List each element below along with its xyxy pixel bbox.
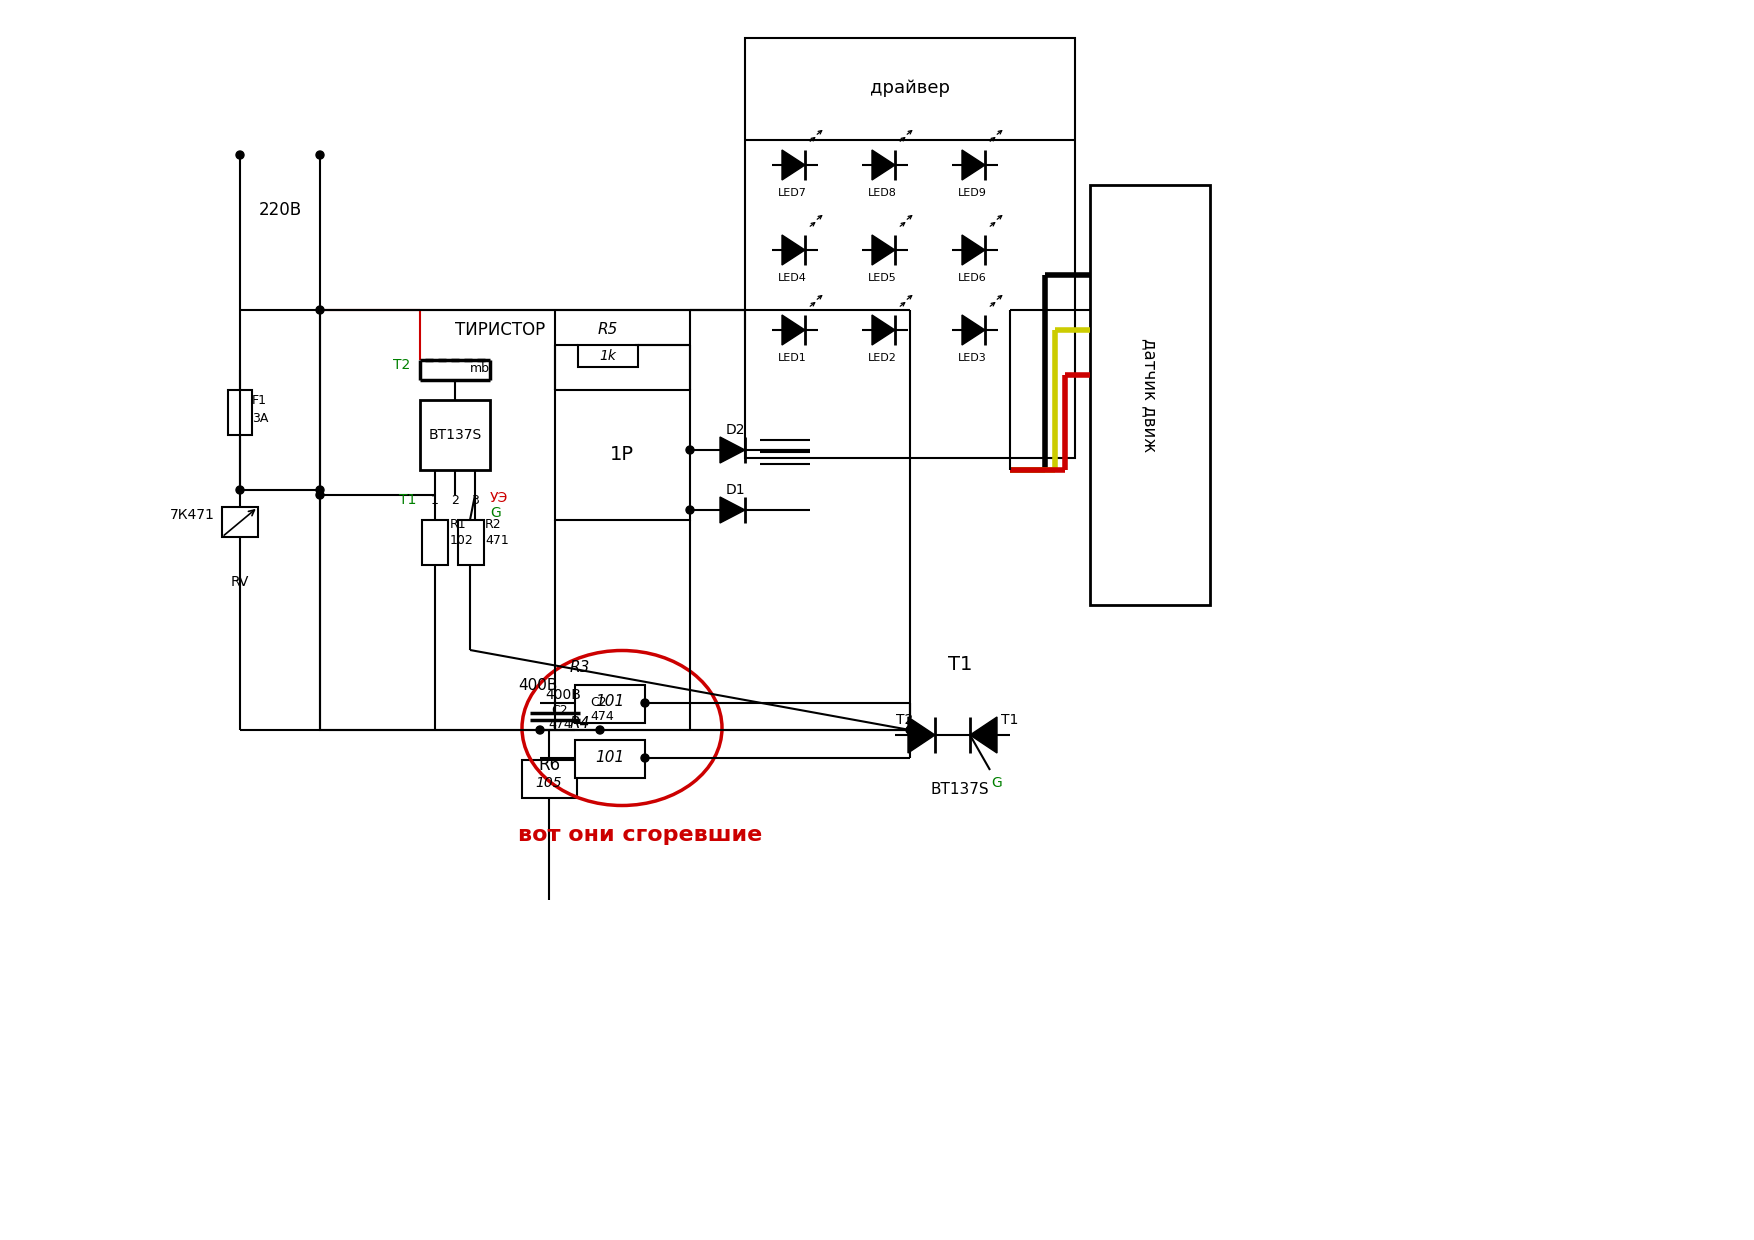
Bar [579, 345, 638, 367]
Circle shape [237, 486, 244, 494]
Text: ТИРИСТОР: ТИРИСТОР [454, 321, 545, 339]
Text: D1: D1 [724, 484, 745, 497]
Bar [423, 520, 447, 565]
Text: 474: 474 [547, 718, 572, 732]
Polygon shape [872, 236, 895, 265]
Circle shape [316, 151, 324, 159]
Text: LED4: LED4 [777, 273, 807, 283]
Circle shape [640, 699, 649, 707]
Text: R2: R2 [486, 518, 502, 532]
Text: G: G [991, 776, 1002, 790]
Text: T1: T1 [398, 494, 416, 507]
Text: LED5: LED5 [868, 273, 896, 283]
Bar [745, 38, 1075, 458]
Bar [319, 310, 910, 730]
Text: LED3: LED3 [958, 353, 986, 363]
Text: mb: mb [470, 362, 489, 374]
Text: 474: 474 [589, 711, 614, 723]
Text: F1: F1 [253, 393, 267, 407]
Text: вот они сгоревшие: вот они сгоревшие [517, 825, 763, 844]
Polygon shape [719, 497, 745, 523]
Bar [575, 684, 645, 723]
Text: 7К471: 7К471 [170, 508, 216, 522]
Circle shape [686, 446, 695, 454]
Circle shape [237, 151, 244, 159]
Polygon shape [970, 717, 996, 753]
Bar [1089, 185, 1210, 605]
Polygon shape [909, 717, 935, 753]
Polygon shape [782, 150, 805, 180]
Text: T2: T2 [896, 713, 914, 727]
Circle shape [316, 306, 324, 314]
Polygon shape [782, 236, 805, 265]
Circle shape [640, 754, 649, 763]
Text: драйвер: драйвер [870, 79, 951, 97]
Circle shape [907, 725, 914, 734]
Circle shape [316, 486, 324, 494]
Text: 3: 3 [472, 494, 479, 506]
Text: 2: 2 [451, 494, 460, 506]
Text: R4: R4 [570, 715, 591, 730]
Bar [223, 507, 258, 537]
Circle shape [537, 725, 544, 734]
Bar [554, 391, 689, 520]
Polygon shape [961, 236, 986, 265]
Polygon shape [719, 436, 745, 463]
Text: 105: 105 [535, 776, 563, 790]
Text: R6: R6 [538, 756, 560, 774]
Circle shape [316, 491, 324, 498]
Text: 3А: 3А [253, 412, 268, 424]
Text: T1: T1 [947, 656, 972, 675]
Polygon shape [782, 315, 805, 345]
Text: 101: 101 [595, 694, 624, 709]
Bar [419, 401, 489, 470]
Text: LED6: LED6 [958, 273, 986, 283]
Polygon shape [961, 150, 986, 180]
Text: 101: 101 [595, 749, 624, 765]
Text: C2: C2 [589, 697, 607, 709]
Text: 400В: 400В [545, 688, 581, 702]
Text: RV: RV [232, 575, 249, 589]
Text: BT137S: BT137S [931, 782, 989, 797]
Text: D2: D2 [724, 423, 745, 436]
Bar [228, 391, 253, 435]
Text: C2: C2 [553, 703, 568, 717]
Bar [458, 520, 484, 565]
Text: 1: 1 [431, 494, 438, 506]
Text: 471: 471 [486, 533, 509, 547]
Text: T1: T1 [1002, 713, 1019, 727]
Text: G: G [489, 506, 500, 520]
Polygon shape [872, 150, 895, 180]
Text: R1: R1 [451, 518, 467, 532]
Text: LED1: LED1 [777, 353, 807, 363]
Polygon shape [872, 315, 895, 345]
Text: датчик движ: датчик движ [1142, 337, 1159, 453]
Text: УЭ: УЭ [489, 491, 509, 505]
Bar [575, 740, 645, 777]
Text: LED7: LED7 [777, 188, 807, 198]
Circle shape [686, 506, 695, 515]
Text: 400В: 400В [519, 677, 558, 692]
Text: BT137S: BT137S [428, 428, 482, 441]
Text: 220В: 220В [258, 201, 302, 219]
Text: T2: T2 [393, 358, 410, 372]
Bar [523, 760, 577, 799]
Text: R5: R5 [598, 322, 617, 337]
Text: R3: R3 [570, 661, 591, 676]
Text: 102: 102 [451, 533, 474, 547]
Text: LED8: LED8 [868, 188, 896, 198]
Polygon shape [961, 315, 986, 345]
Text: LED2: LED2 [868, 353, 896, 363]
Text: LED9: LED9 [958, 188, 986, 198]
Text: 1Р: 1Р [610, 445, 633, 465]
Text: 1k: 1k [600, 348, 616, 363]
Circle shape [596, 725, 603, 734]
